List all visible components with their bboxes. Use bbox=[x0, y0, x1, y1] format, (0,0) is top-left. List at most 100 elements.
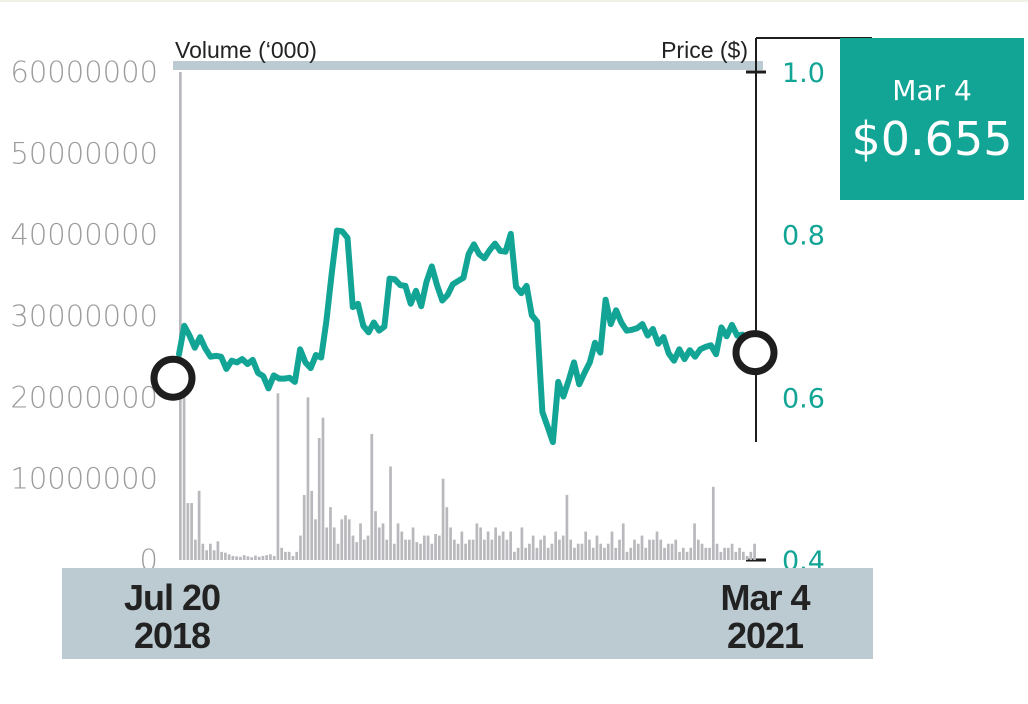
volume-bar bbox=[407, 539, 411, 560]
volume-bar bbox=[329, 507, 332, 560]
volume-bar bbox=[186, 503, 190, 560]
volume-bar bbox=[347, 519, 351, 560]
volume-bar bbox=[197, 490, 201, 560]
volume-bar bbox=[351, 535, 355, 560]
volume-bar bbox=[377, 527, 381, 560]
volume-bar bbox=[520, 527, 524, 560]
volume-bar bbox=[366, 535, 370, 560]
volume-bar bbox=[513, 551, 516, 560]
volume-bar bbox=[336, 543, 340, 560]
volume-bar bbox=[464, 543, 467, 560]
volume-bar bbox=[419, 543, 422, 560]
end-point-marker bbox=[732, 330, 778, 376]
left-tick-label: 20000000 bbox=[10, 380, 158, 414]
volume-bar bbox=[621, 523, 625, 560]
volume-bar bbox=[449, 527, 452, 560]
volume-bar bbox=[753, 543, 756, 560]
right-axis-title: Price ($) bbox=[661, 37, 748, 63]
volume-bar bbox=[445, 507, 449, 560]
volume-bar bbox=[295, 551, 299, 560]
volume-bar bbox=[321, 417, 325, 560]
volume-bar bbox=[396, 523, 400, 560]
volume-bar bbox=[546, 547, 550, 560]
left-tick-label: 50000000 bbox=[10, 136, 158, 170]
volume-bar bbox=[663, 547, 666, 560]
volume-bar bbox=[299, 535, 302, 560]
volume-bar bbox=[535, 547, 539, 560]
volume-bar bbox=[580, 543, 584, 560]
volume-bar bbox=[415, 542, 419, 560]
volume-bar bbox=[711, 486, 715, 560]
volume-bar bbox=[261, 555, 265, 560]
volume-bar bbox=[392, 543, 396, 560]
volume-bar bbox=[561, 535, 565, 560]
volume-bar bbox=[738, 547, 741, 560]
volume-bar bbox=[385, 539, 389, 560]
volume-bar bbox=[272, 555, 276, 560]
volume-bar bbox=[332, 527, 336, 560]
volume-bar bbox=[362, 539, 366, 560]
top-rule bbox=[0, 0, 1028, 2]
volume-bar bbox=[558, 539, 561, 560]
right-tick-label: 0.8 bbox=[782, 221, 825, 252]
volume-bar bbox=[460, 531, 464, 560]
volume-bar bbox=[681, 547, 685, 560]
volume-bar bbox=[280, 547, 284, 560]
callout-date: Mar 4 bbox=[892, 74, 972, 107]
volume-bar bbox=[265, 555, 269, 560]
volume-bar bbox=[528, 543, 531, 560]
volume-bar bbox=[509, 531, 512, 560]
volume-bars bbox=[179, 72, 756, 560]
volume-bar bbox=[666, 543, 670, 560]
volume-bar bbox=[246, 556, 250, 560]
volume-bar bbox=[524, 547, 527, 560]
price-line bbox=[176, 227, 756, 446]
volume-bar bbox=[242, 555, 246, 560]
volume-bar bbox=[689, 547, 693, 560]
volume-bar bbox=[317, 438, 321, 560]
volume-bar bbox=[591, 547, 595, 560]
volume-bar bbox=[655, 531, 659, 560]
volume-bar bbox=[700, 543, 704, 560]
volume-bar bbox=[430, 543, 434, 560]
volume-bar bbox=[475, 523, 479, 560]
volume-bar bbox=[426, 535, 430, 560]
volume-bar bbox=[726, 547, 730, 560]
volume-bar bbox=[501, 531, 505, 560]
date-axis-band bbox=[62, 568, 873, 659]
volume-bar bbox=[220, 551, 223, 560]
volume-bar bbox=[685, 551, 689, 560]
end-date-label: Mar 4 bbox=[720, 577, 810, 618]
volume-bar bbox=[606, 543, 610, 560]
volume-bar bbox=[569, 539, 573, 560]
volume-bar bbox=[224, 552, 227, 560]
volume-bar bbox=[625, 551, 629, 560]
left-axis-title: Volume (‘000) bbox=[175, 37, 317, 63]
volume-bar bbox=[201, 543, 205, 560]
volume-bar bbox=[437, 535, 441, 560]
volume-bar bbox=[531, 535, 535, 560]
volume-bar bbox=[730, 543, 734, 560]
volume-bar bbox=[678, 551, 681, 560]
volume-bar bbox=[284, 551, 287, 560]
volume-bar bbox=[516, 547, 520, 560]
volume-bar bbox=[693, 523, 696, 560]
left-tick-label: 40000000 bbox=[10, 218, 158, 252]
volume-bar bbox=[359, 523, 362, 560]
volume-bar bbox=[340, 519, 344, 560]
volume-bar bbox=[588, 539, 591, 560]
volume-bar bbox=[400, 531, 404, 560]
volume-bar bbox=[276, 393, 280, 560]
latest-price-callout: Mar 4 $0.655 bbox=[840, 38, 1024, 200]
volume-bar bbox=[539, 539, 543, 560]
volume-bar bbox=[723, 547, 726, 560]
volume-bar bbox=[306, 397, 310, 560]
volume-bar bbox=[498, 535, 501, 560]
left-tick-label: 60000000 bbox=[10, 55, 158, 89]
start-date-label: Jul 20 bbox=[124, 577, 220, 618]
volume-bar bbox=[644, 547, 648, 560]
volume-bar bbox=[674, 539, 678, 560]
volume-bar bbox=[659, 539, 663, 560]
volume-bar bbox=[452, 539, 456, 560]
volume-bar bbox=[734, 551, 738, 560]
